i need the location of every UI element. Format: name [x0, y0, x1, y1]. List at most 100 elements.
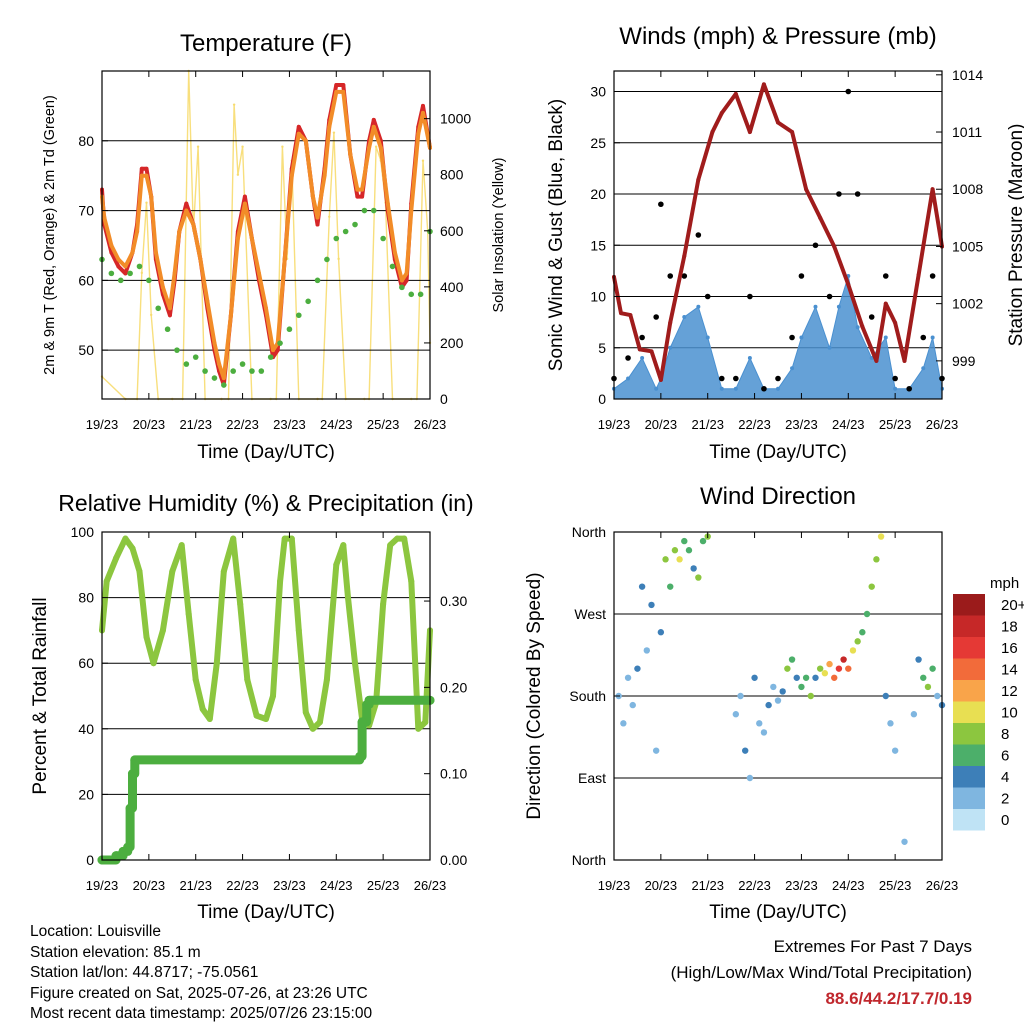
wind_direction-direction-point: [793, 674, 800, 681]
temperature-2m-td-point: [333, 235, 340, 242]
temperature-2m-td-point: [239, 361, 246, 367]
wind_direction-direction-point: [845, 665, 852, 672]
colorbar-swatch: [953, 594, 985, 616]
humidity-xlabel: Time (Day/UTC): [197, 902, 335, 923]
temperature-x-tick-label: 19/23: [86, 417, 119, 432]
temperature-9m-t-point: [310, 194, 315, 199]
wind-direction-xlabel: Time (Day/UTC): [709, 902, 847, 923]
temperature-2m-t-point: [242, 194, 247, 199]
wind_direction-direction-point: [751, 674, 758, 681]
wind_direction-direction-point: [634, 665, 641, 672]
humidity-relative-humidity-point: [422, 719, 429, 726]
winds-sonic-wind-point: [883, 335, 888, 340]
humidity-relative-humidity-point: [394, 535, 401, 542]
winds-station-pressure-point: [637, 347, 642, 352]
wind_direction-direction-point: [924, 683, 932, 691]
wind_direction-direction-point: [624, 674, 632, 681]
winds-sonic-wind-point: [799, 335, 804, 340]
winds-sonic-wind-point: [855, 325, 860, 330]
temperature-2m-td-point: [370, 207, 377, 214]
temperature-2m-t-point: [139, 166, 144, 171]
winds-station-pressure-point: [682, 253, 687, 258]
wind_direction-direction-point: [873, 556, 880, 563]
winds-y2-tick-label: 1014: [952, 67, 983, 83]
temperature-9m-t-point: [264, 306, 268, 311]
winds-station-pressure-line: [612, 82, 944, 382]
wind_direction-x-tick-label: 25/23: [879, 878, 912, 893]
winds-x-tick-label: 25/23: [879, 417, 912, 432]
wind_direction-direction-point: [816, 665, 824, 672]
colorbar-label: 2: [1001, 790, 1009, 807]
colorbar-title: mph: [990, 575, 1019, 592]
winds-gust-point: [667, 273, 674, 279]
wind_direction-direction-point: [788, 656, 796, 663]
humidity-relative-humidity-point: [415, 725, 422, 732]
temperature-9m-t-point: [198, 257, 203, 262]
humidity-relative-humidity-point: [143, 633, 150, 640]
temperature-9m-t-point: [102, 215, 107, 220]
winds-sonic-wind-point: [776, 386, 780, 391]
wind_direction-y-tick-label: South: [569, 688, 606, 704]
winds-station-pressure-point: [846, 282, 851, 287]
temperature-2m-t-point: [355, 194, 360, 199]
temperature-2m-td-point: [324, 256, 330, 263]
temperature-2m-td-point: [417, 291, 424, 298]
wind_direction-direction-point: [929, 665, 936, 672]
wind-direction-ylabel: Direction (Colored By Speed): [524, 572, 545, 819]
humidity-x-tick-label: 22/23: [226, 878, 259, 893]
temperature-9m-t-point: [315, 215, 320, 220]
winds-sonic-wind-point: [640, 356, 645, 360]
winds-gust-point: [812, 242, 819, 249]
winds-gust-point: [681, 273, 688, 279]
colorbar-swatch: [953, 787, 985, 809]
temperature-9m-t-point: [416, 131, 421, 136]
humidity-relative-humidity-point: [213, 660, 220, 667]
winds-y-tick-label: 30: [590, 84, 606, 100]
temperature-9m-t-point: [256, 271, 261, 276]
temperature-solar-insolation-point: [150, 313, 153, 317]
winds-sonic-wind-point: [705, 335, 710, 340]
winds-x-tick-label: 21/23: [691, 417, 724, 432]
temperature-9m-t-point: [191, 222, 196, 227]
temperature-9m-t-point: [322, 173, 327, 178]
temperature-9m-t-point: [249, 236, 254, 241]
winds-gust-point: [658, 201, 664, 208]
wind-direction-panel: Wind Direction 19/23 20/23 21/23 22/23 23/23…: [524, 483, 1024, 923]
temperature-2m-t-point: [296, 124, 301, 129]
winds-y2-tick-label: 999: [952, 353, 976, 369]
winds-gust-point: [695, 232, 702, 238]
temperature-2m-t-line: [100, 83, 432, 387]
winds-station-pressure-point: [818, 215, 823, 220]
temperature-solar-insolation-point: [140, 271, 144, 275]
humidity-relative-humidity-point: [136, 568, 143, 575]
wind_direction-direction-point: [891, 747, 899, 754]
winds-x-tick-label: 26/23: [926, 417, 959, 432]
winds-gust-point: [733, 375, 739, 382]
winds-x-tick-label: 19/23: [598, 417, 631, 432]
wind_direction-direction-point: [746, 774, 754, 782]
colorbar-swatch: [953, 766, 985, 788]
wind_direction-direction-point: [859, 629, 866, 636]
temperature-2m-td-point: [211, 375, 218, 381]
temperature-x-tick-label: 22/23: [226, 417, 259, 432]
temperature-2m-t-point: [341, 82, 346, 87]
temperature-2m-t-point: [404, 278, 409, 283]
temperature-y2label: Solar Insolation (Yellow): [491, 157, 507, 312]
winds-station-pressure-point: [628, 313, 633, 318]
temperature-9m-t-point: [149, 194, 154, 199]
temperature-x-tick-label: 25/23: [367, 417, 400, 432]
wind_direction-direction-point: [934, 692, 941, 700]
wind_direction-direction-point: [695, 574, 702, 581]
temperature-2m-td-point: [277, 340, 283, 346]
temperature-2m-td-point: [183, 361, 190, 367]
temperature-title: Temperature (F): [180, 30, 352, 57]
temperature-x-tick-label: 24/23: [320, 417, 353, 432]
wind_direction-direction-point: [685, 547, 693, 554]
humidity-x-tick-label: 25/23: [367, 878, 400, 893]
winds-gust-point: [789, 334, 795, 341]
humidity-relative-humidity-point: [270, 693, 277, 699]
temperature-xlabel: Time (Day/UTC): [197, 442, 335, 463]
wind_direction-direction-point: [667, 583, 674, 590]
humidity-relative-humidity-point: [113, 555, 120, 562]
elevation-text: Station elevation: 85.1 m: [30, 943, 201, 961]
